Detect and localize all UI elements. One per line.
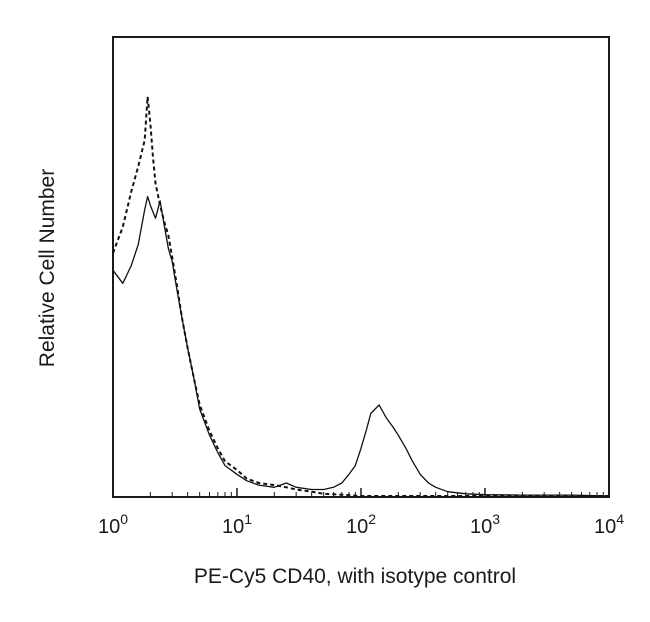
plot-frame (112, 36, 610, 498)
isotype-control-dashed-series (112, 95, 609, 497)
cd40-stained-solid-series (112, 195, 610, 497)
x-tick-layer: 100 101 102 103 104 (98, 488, 624, 538)
series-layer (112, 95, 610, 497)
x-tick-label: 102 (346, 511, 376, 538)
x-tick-label: 104 (594, 511, 624, 538)
y-axis-label: Relative Cell Number (36, 169, 59, 367)
x-tick-label: 101 (222, 511, 252, 538)
x-tick-label: 103 (470, 511, 500, 538)
x-tick-label: 100 (98, 511, 128, 538)
x-axis-label: PE-Cy5 CD40, with isotype control (194, 565, 516, 588)
